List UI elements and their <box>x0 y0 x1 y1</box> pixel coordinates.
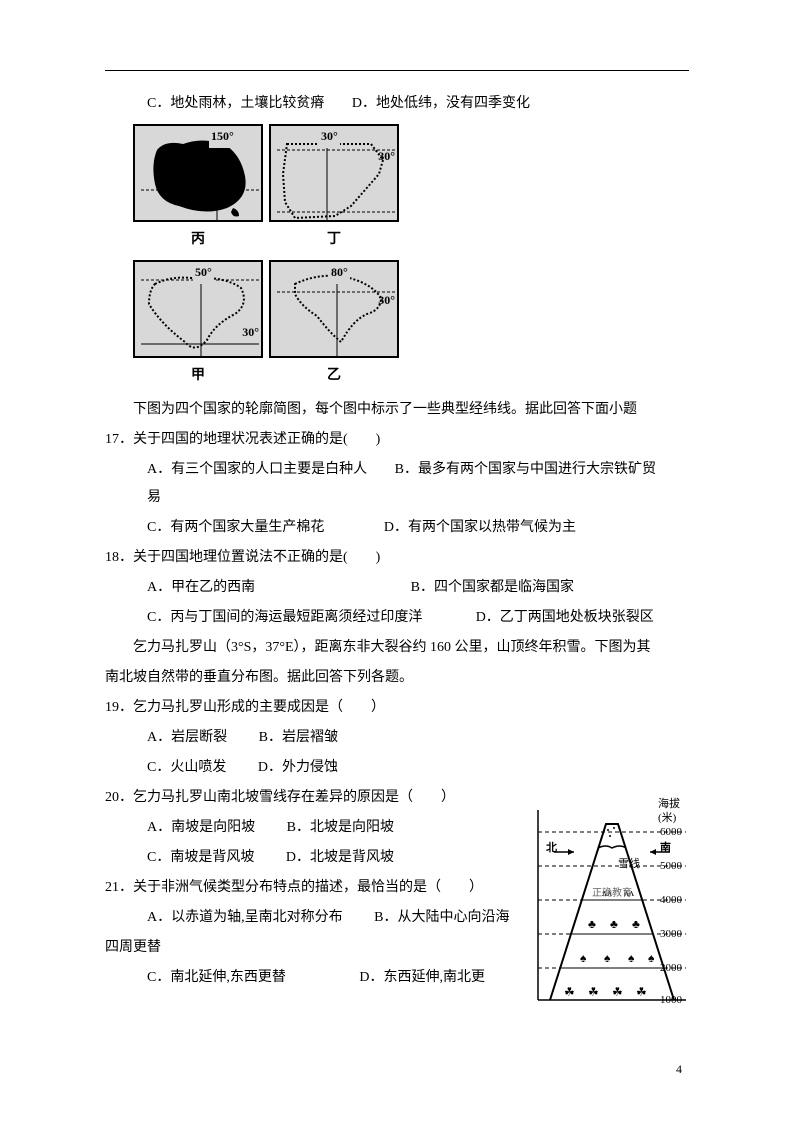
q19-stem: 19．乞力马扎罗山形成的主要成因是（ ） <box>105 694 689 722</box>
t3000: 3000 <box>660 928 682 941</box>
q19-d: D．外力侵蚀 <box>258 760 338 775</box>
q17-d: D．有两个国家以热带气候为主 <box>384 520 576 535</box>
cap-row-1: 丙 丁 <box>133 226 689 254</box>
q20-a: A．南坡是向阳坡 <box>147 820 255 835</box>
svg-text:♣: ♣ <box>588 917 596 931</box>
q21-a: A．以赤道为轴,呈南北对称分布 <box>147 910 343 925</box>
svg-text:☘: ☘ <box>636 985 647 999</box>
prev-opts: C．地处雨林，土壤比较贫瘠 D．地处低纬，没有四季变化 <box>105 90 689 118</box>
q19-a: A．岩层断裂 <box>147 730 227 745</box>
map-row-2: 50° 30° 80° 30° <box>133 260 689 358</box>
q17-stem: 17．关于四国的地理状况表述正确的是( ) <box>105 426 689 454</box>
q18-cd: C．丙与丁国间的海运最短距离须经过印度洋 D．乙丁两国地处板块张裂区 <box>105 604 689 632</box>
map-jia: 50° 30° <box>133 260 263 358</box>
cap-jia: 甲 <box>133 362 263 390</box>
page-number: 4 <box>676 1057 682 1081</box>
q18-a: A．甲在乙的西南 <box>147 574 407 602</box>
q18-b: B．四个国家都是临海国家 <box>411 580 574 595</box>
map4-lat: 30° <box>378 288 395 312</box>
svg-text:☘: ☘ <box>588 985 599 999</box>
intro5a: 乞力马扎罗山（3°S，37°E），距离东非大裂谷约 160 公里，山顶终年积雪。… <box>105 634 689 662</box>
q18-stem: 18．关于四国地理位置说法不正确的是( ) <box>105 544 689 572</box>
cap-bing: 丙 <box>133 226 263 254</box>
q21-d: D．东西延伸,南北更 <box>359 970 485 985</box>
cap-row-2: 甲 乙 <box>133 362 689 390</box>
q18-c: C．丙与丁国间的海运最短距离须经过印度洋 <box>147 604 472 632</box>
q17-a: A．有三个国家的人口主要是白种人 <box>147 462 367 477</box>
map1-lon: 150° <box>209 124 236 148</box>
map2-lat: 30° <box>378 144 395 168</box>
q20-c: C．南坡是背风坡 <box>147 850 254 865</box>
q20-d: D．北坡是背风坡 <box>286 850 394 865</box>
q17-ab: A．有三个国家的人口主要是白种人 B．最多有两个国家与中国进行大宗铁矿贸易 <box>105 456 689 512</box>
q19-c: C．火山喷发 <box>147 760 226 775</box>
intro5b: 南北坡自然带的垂直分布图。据此回答下列各题。 <box>105 664 689 692</box>
t4000: 4000 <box>660 894 682 907</box>
map-bing-svg <box>135 126 263 222</box>
ylabel: 海拔 <box>658 798 680 811</box>
intro4: 下图为四个国家的轮廓简图，每个图中标示了一些典型经纬线。据此回答下面小题 <box>105 396 689 424</box>
q21-b: B．从大陆中心向沿海 <box>374 910 509 925</box>
map-ding: 30° 30° <box>269 124 399 222</box>
q18-d: D．乙丁两国地处板块张裂区 <box>476 610 654 625</box>
t6000: 6000 <box>660 826 682 839</box>
q18-ab: A．甲在乙的西南 B．四个国家都是临海国家 <box>105 574 689 602</box>
south-label: 南 <box>660 842 671 855</box>
svg-text:☘: ☘ <box>612 985 623 999</box>
top-rule <box>105 70 689 71</box>
svg-text:☘: ☘ <box>564 985 575 999</box>
svg-text:♠: ♠ <box>628 951 635 965</box>
q19-b: B．岩层褶皱 <box>259 730 338 745</box>
svg-text:♠: ♠ <box>604 951 611 965</box>
snow-label: 雪线 <box>618 858 640 871</box>
map3-lat: 30° <box>242 320 259 344</box>
t2000: 2000 <box>660 962 682 975</box>
q20-b: B．北坡是向阳坡 <box>287 820 394 835</box>
north-label: 北 <box>546 842 557 855</box>
map4-lon: 80° <box>329 260 350 284</box>
cap-yi: 乙 <box>269 362 399 390</box>
q19-cd: C．火山喷发 D．外力侵蚀 <box>105 754 689 782</box>
t5000: 5000 <box>660 860 682 873</box>
map3-lon: 50° <box>193 260 214 284</box>
watermark: 正确教育 <box>592 888 632 900</box>
map2-lon: 30° <box>319 124 340 148</box>
t1000: 1000 <box>660 994 682 1007</box>
yunit: (米) <box>658 812 676 825</box>
map-yi: 80° 30° <box>269 260 399 358</box>
svg-text:♠: ♠ <box>648 951 655 965</box>
q21-c: C．南北延伸,东西更替 <box>147 970 286 985</box>
svg-text:♠: ♠ <box>580 951 587 965</box>
svg-text:♣: ♣ <box>632 917 640 931</box>
svg-text:♣: ♣ <box>610 917 618 931</box>
q17-cd: C．有两个国家大量生产棉花 D．有两个国家以热带气候为主 <box>105 514 689 542</box>
opt-d: D．地处低纬，没有四季变化 <box>352 96 530 111</box>
q17-c: C．有两个国家大量生产棉花 <box>147 520 324 535</box>
q19-ab: A．岩层断裂 B．岩层褶皱 <box>105 724 689 752</box>
map-row-1: 150° 30° 30° <box>133 124 689 222</box>
mountain-figure: ᴧᴧᴧᴧ ♣♣♣ ♠♠♠♠ ☘☘☘☘ 海拔 (米) 北 南 雪线 正确教育 60… <box>510 800 690 1020</box>
cap-ding: 丁 <box>269 226 399 254</box>
opt-c: C．地处雨林，土壤比较贫瘠 <box>147 96 324 111</box>
map-bing: 150° <box>133 124 263 222</box>
